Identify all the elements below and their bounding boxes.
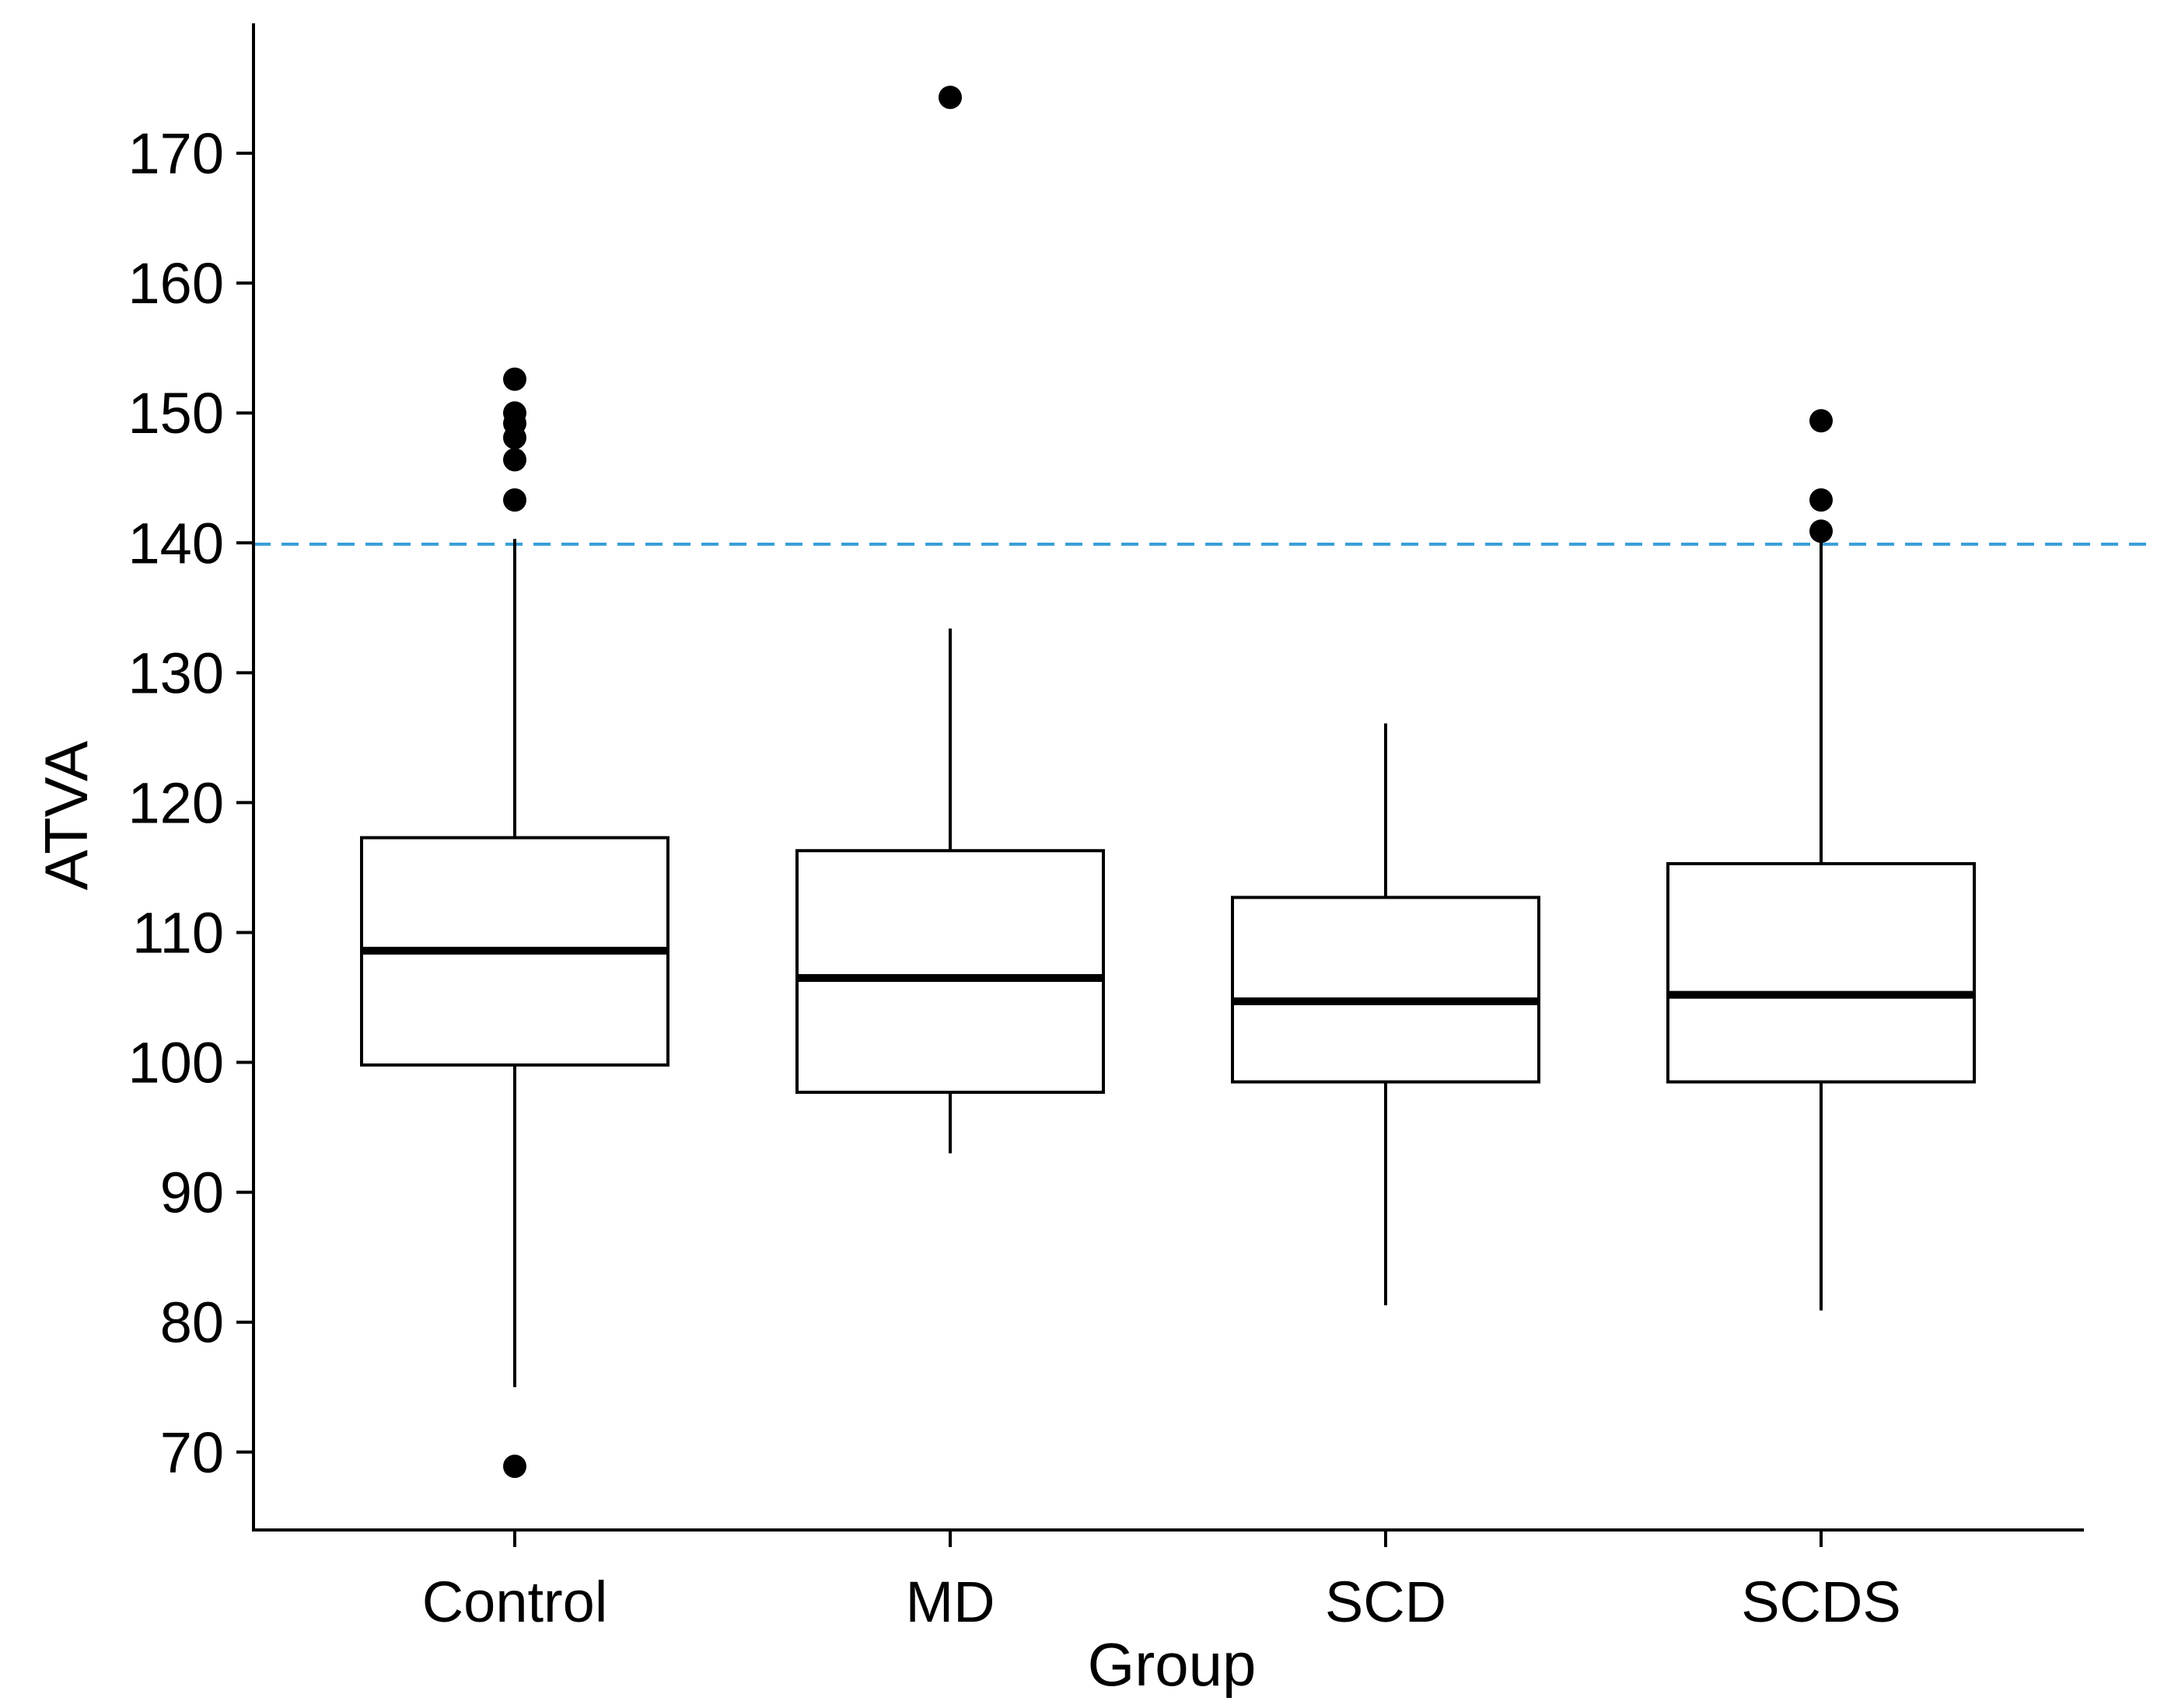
outlier-point [503, 1455, 526, 1479]
x-tick-label: MD [905, 1570, 995, 1634]
y-tick-label: 100 [128, 1031, 224, 1095]
x-tick-label: SCDS [1741, 1570, 1901, 1634]
box-iqr [1231, 896, 1540, 1084]
box-iqr [795, 849, 1105, 1094]
y-tick-label: 70 [160, 1420, 224, 1485]
y-tick-label: 120 [128, 770, 224, 835]
boxes-group [360, 86, 1976, 1479]
box-md [795, 86, 1105, 1154]
outlier-point [1809, 488, 1833, 512]
y-tick-label: 140 [128, 511, 224, 575]
y-tick-label: 80 [160, 1291, 224, 1355]
y-tick-label: 90 [160, 1161, 224, 1225]
y-ticks-group: 70 80 90 100 110 120 130 140 150 160 170 [128, 121, 253, 1485]
outlier-point [939, 86, 962, 110]
outlier-point [503, 401, 526, 425]
y-tick-label: 110 [132, 900, 224, 965]
box-scds [1666, 409, 1976, 1311]
x-tick-label: SCD [1325, 1570, 1446, 1634]
y-axis-title: ATVA [32, 741, 100, 890]
outlier-point [503, 367, 526, 391]
y-tick-label: 170 [128, 121, 224, 186]
axes-group [252, 23, 2084, 1532]
x-axis-title: Group [1088, 1630, 1257, 1699]
outlier-point [1809, 519, 1833, 543]
y-tick-label: 130 [128, 641, 224, 705]
y-tick-label: 160 [128, 251, 224, 316]
outlier-point [503, 488, 526, 512]
x-tick-label: Control [422, 1570, 608, 1634]
y-tick-label: 150 [128, 381, 224, 445]
box-scd [1231, 723, 1540, 1305]
x-ticks-group: Control MD SCD SCDS [422, 1530, 1901, 1634]
box-control [360, 367, 669, 1479]
outlier-point [503, 448, 526, 472]
box-iqr [1666, 861, 1976, 1084]
outlier-point [1809, 409, 1833, 433]
